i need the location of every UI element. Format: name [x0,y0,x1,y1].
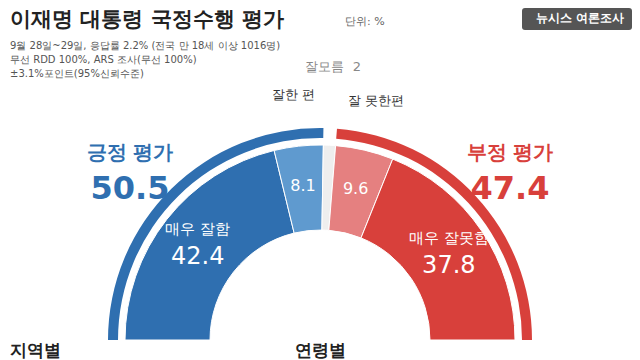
svg-text:뉴시스 여론조사: 뉴시스 여론조사 [536,11,624,25]
svg-text:매우 잘못함: 매우 잘못함 [409,229,489,247]
svg-text:잘 못한편: 잘 못한편 [348,93,404,108]
svg-text:잘한 편: 잘한 편 [272,87,315,102]
svg-text:8.1: 8.1 [290,176,315,195]
svg-text:연령별: 연령별 [295,340,346,360]
svg-text:9월 28일~29일, 응답률 2.2% (전국 만 18세: 9월 28일~29일, 응답률 2.2% (전국 만 18세 이상 1016명) [10,40,280,51]
svg-text:잘모름 2: 잘모름 2 [305,59,361,74]
svg-text:42.4: 42.4 [171,242,224,270]
svg-text:단위: %: 단위: % [345,15,385,28]
svg-text:긍정 평가: 긍정 평가 [87,140,174,164]
svg-text:47.4: 47.4 [471,169,550,207]
svg-text:이재명 대통령 국정수행 평가: 이재명 대통령 국정수행 평가 [10,7,284,31]
svg-text:부정 평가: 부정 평가 [467,140,554,164]
svg-text:무선 RDD 100%, ARS 조사(무선 100%): 무선 RDD 100%, ARS 조사(무선 100%) [10,54,197,65]
svg-text:매우 잘함: 매우 잘함 [165,220,230,238]
svg-text:±3.1%포인트(95%신뢰수준): ±3.1%포인트(95%신뢰수준) [10,68,144,79]
svg-text:9.6: 9.6 [343,179,368,198]
svg-text:50.5: 50.5 [91,169,170,207]
svg-text:37.8: 37.8 [422,251,475,279]
svg-text:지역별: 지역별 [10,340,61,360]
